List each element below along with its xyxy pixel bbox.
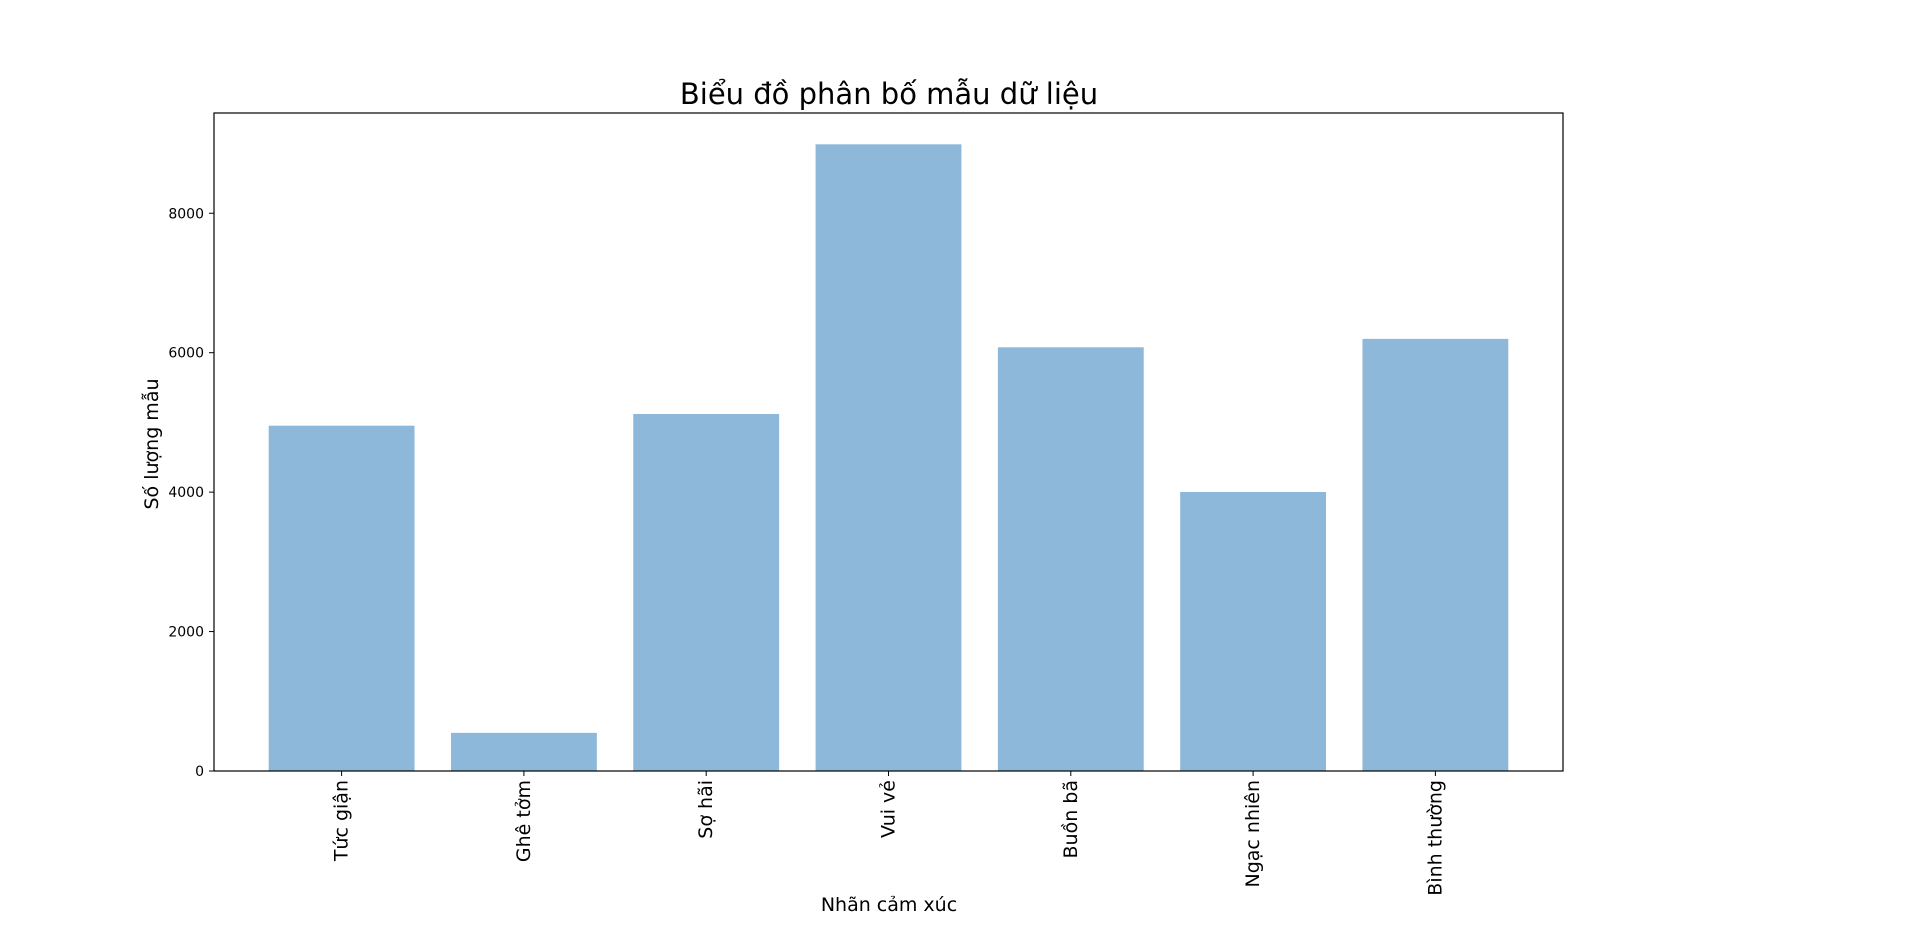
- y-axis-ticks: 0 2000 4000 6000 8000: [168, 206, 214, 780]
- y-tick-label: 8000: [168, 206, 204, 222]
- x-tick-label: Bình thường: [1424, 780, 1446, 896]
- bar: [1180, 491, 1327, 771]
- y-tick-label: 4000: [168, 485, 204, 501]
- y-tick-label: 6000: [168, 346, 204, 362]
- x-tick-label: Ngạc nhiên: [1242, 780, 1264, 888]
- x-tick-label: Ghê tởm: [513, 780, 535, 862]
- y-tick-label: 2000: [168, 625, 204, 641]
- x-tick-label: Sợ hãi: [695, 780, 717, 839]
- y-tick-label: 0: [195, 764, 204, 780]
- plot-area-frame: [213, 112, 1564, 772]
- bar: [450, 732, 597, 771]
- bar: [633, 413, 780, 771]
- x-tick-label: Tức giận: [331, 780, 353, 862]
- x-axis-ticks: Tức giận Ghê tởm Sợ hãi Vui vẻ Buồn bã Ngạc n…: [331, 771, 1446, 896]
- bar: [1362, 338, 1509, 771]
- bars-group: [268, 144, 1509, 772]
- x-axis-label: Nhãn cảm xúc: [821, 894, 957, 916]
- x-tick-label: Vui vẻ: [878, 780, 900, 838]
- bar: [268, 425, 415, 771]
- bar: [815, 144, 962, 772]
- x-tick-label: Buồn bã: [1060, 780, 1082, 859]
- y-axis-label: Số lượng mẫu: [140, 378, 163, 509]
- bar: [997, 347, 1144, 771]
- chart-title: Biểu đồ phân bố mẫu dữ liệu: [680, 77, 1098, 111]
